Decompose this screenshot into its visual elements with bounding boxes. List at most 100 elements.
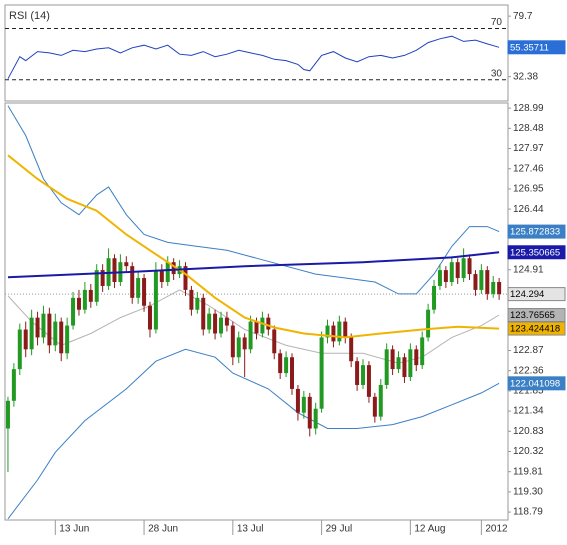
- price-tag-label: 125.872833: [510, 227, 560, 238]
- candle-body: [82, 289, 87, 310]
- candle-body: [437, 270, 442, 286]
- candle-body: [337, 321, 342, 342]
- y-tick-label: 126.44: [513, 204, 544, 215]
- candle-body: [455, 262, 460, 279]
- candle-body: [183, 266, 188, 290]
- price-tag: [507, 245, 566, 260]
- candle-body: [272, 329, 277, 354]
- candle-body: [171, 262, 176, 275]
- candle-body: [230, 325, 235, 358]
- candle-body: [497, 281, 502, 295]
- y-tick-label: 127.46: [513, 163, 544, 174]
- candle-body: [213, 313, 218, 334]
- candle-body: [479, 270, 484, 290]
- y-tick-label: 120.32: [513, 446, 544, 457]
- price-tag-label: 123.76565: [510, 310, 555, 321]
- candle-body: [461, 258, 466, 279]
- candle-body: [331, 325, 336, 342]
- level-label: 70: [491, 17, 503, 28]
- band-line: [7, 348, 500, 520]
- y-tick-label: 32.38: [513, 71, 538, 82]
- y-tick-label: 121.34: [513, 406, 544, 417]
- rsi-title: RSI (14): [9, 10, 50, 22]
- candle-body: [94, 270, 99, 302]
- candle-body: [384, 349, 389, 385]
- average-line: [7, 251, 500, 279]
- candle-body: [372, 396, 377, 417]
- candle-body: [71, 297, 76, 326]
- rsi-panel: [4, 4, 509, 102]
- candle-body: [349, 337, 354, 362]
- y-tick-label: 122.87: [513, 345, 544, 356]
- y-tick-label: 126.95: [513, 184, 544, 195]
- y-tick-label: 128.48: [513, 123, 544, 134]
- y-tick-label: 122.36: [513, 365, 544, 376]
- candle-body: [266, 317, 271, 330]
- candle-body: [189, 289, 194, 310]
- candle-body: [449, 262, 454, 282]
- candle-body: [319, 337, 324, 409]
- candle-body: [278, 353, 283, 374]
- candle-body: [130, 266, 135, 298]
- y-tick-label: 119.30: [513, 487, 543, 498]
- candle-body: [248, 321, 253, 350]
- price-tag-label: 124.294: [510, 289, 544, 300]
- candle-body: [165, 262, 170, 282]
- y-tick-label: 79.7: [513, 11, 533, 22]
- candle-body: [59, 321, 64, 354]
- candle-body: [224, 317, 229, 326]
- band-line: [7, 289, 500, 364]
- candle-body: [35, 317, 40, 338]
- level-label: 30: [491, 68, 503, 79]
- candle-body: [467, 258, 472, 275]
- candle-body: [65, 325, 70, 354]
- candle-body: [491, 281, 496, 294]
- price-tag-label: 123.424418: [510, 324, 560, 335]
- band-line: [7, 105, 500, 295]
- y-tick-label: 128.99: [513, 103, 544, 114]
- x-tick-label: 2012: [485, 524, 508, 535]
- candle-body: [142, 278, 147, 306]
- candle-body: [473, 274, 478, 290]
- candle-body: [443, 270, 448, 282]
- x-tick-label: 12 Aug: [414, 524, 445, 535]
- candle-body: [301, 396, 306, 413]
- candle-body: [76, 297, 81, 310]
- x-tick-label: 28 Jun: [148, 524, 178, 535]
- y-tick-label: 124.91: [513, 264, 544, 275]
- candle-body: [366, 365, 371, 397]
- candle-body: [53, 321, 58, 346]
- price-tag: [507, 224, 566, 239]
- price-tag: [507, 40, 566, 55]
- candle-body: [100, 270, 105, 286]
- candle-body: [195, 297, 200, 310]
- price-tag-label: 55.35711: [510, 42, 549, 53]
- x-tick-label: 13 Jun: [59, 524, 89, 535]
- candle-body: [153, 270, 158, 330]
- candle-body: [361, 365, 366, 385]
- x-tick-label: 29 Jul: [326, 524, 353, 535]
- y-tick-label: 127.97: [513, 143, 544, 154]
- candle-body: [402, 357, 407, 378]
- x-tick-label: 13 Jul: [237, 524, 264, 535]
- price-tag: [507, 376, 566, 391]
- candle-body: [11, 369, 16, 401]
- candle-body: [420, 337, 425, 366]
- price-tag: [507, 287, 566, 302]
- candle-body: [29, 317, 34, 350]
- price-tag-label: 125.350665: [510, 247, 560, 258]
- candle-body: [325, 325, 330, 338]
- candle-body: [396, 357, 401, 370]
- candle-body: [88, 289, 93, 302]
- candle-body: [136, 278, 141, 298]
- candle-body: [147, 305, 152, 330]
- candle-body: [414, 349, 419, 366]
- rsi-line: [7, 35, 500, 79]
- candle-body: [242, 337, 247, 350]
- candle-body: [307, 396, 312, 429]
- candle-body: [295, 388, 300, 413]
- candle-body: [5, 400, 10, 429]
- candle-body: [260, 317, 265, 334]
- y-tick-label: 120.83: [513, 426, 544, 437]
